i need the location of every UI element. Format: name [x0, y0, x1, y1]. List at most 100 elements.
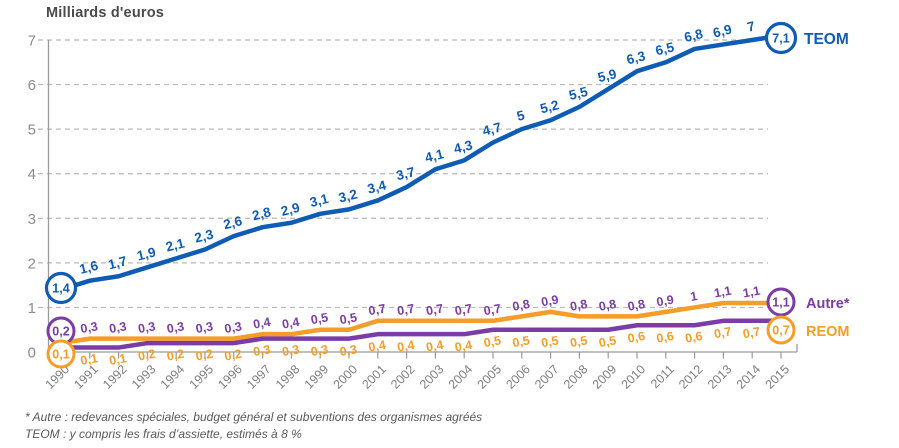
data-label-autre: 0,8	[598, 297, 618, 314]
data-label-autre: 1,1	[742, 284, 762, 301]
data-label-autre: 0,4	[281, 315, 301, 332]
y-tick-label: 1	[28, 300, 36, 317]
data-label-teom: 2,3	[193, 226, 215, 245]
data-label-teom: 2,6	[222, 213, 244, 232]
data-label-reom: 0,1	[79, 351, 99, 368]
data-label-teom: 1,9	[135, 244, 157, 263]
x-tick-label: 1996	[215, 362, 245, 392]
data-label-reom: 0,4	[454, 338, 474, 355]
endpoint-value-autre: 0,2	[52, 325, 69, 339]
x-tick-label: 2010	[619, 362, 649, 392]
endpoint-circle-teom	[44, 271, 78, 305]
endpoint-value-teom: 7,1	[772, 32, 789, 46]
data-label-teom: 6,5	[654, 39, 676, 58]
data-label-teom: 3,2	[337, 186, 359, 205]
data-label-teom: 5,9	[596, 66, 618, 85]
data-label-reom: 0,5	[483, 333, 503, 350]
endpoint-value-reom: 0,1	[52, 348, 69, 362]
data-label-teom: 5	[515, 107, 526, 123]
data-label-reom: 0,3	[252, 342, 272, 359]
y-tick-label: 6	[28, 77, 36, 94]
data-label-reom: 0,2	[223, 347, 243, 364]
data-label-teom: 3,7	[395, 164, 417, 183]
data-label-autre: 0,7	[396, 301, 416, 318]
x-tick-label: 2001	[359, 362, 389, 392]
data-label-autre: 0,3	[195, 319, 215, 336]
data-label-autre: 0,3	[137, 319, 157, 336]
data-label-reom: 0,5	[540, 333, 560, 350]
data-label-autre: 0,8	[569, 297, 589, 314]
x-tick-label: 1993	[129, 362, 159, 392]
data-label-autre: 0,7	[454, 301, 474, 318]
y-tick-label: 3	[28, 211, 36, 228]
data-label-teom: 6,9	[711, 22, 733, 41]
x-tick-label: 2002	[388, 362, 418, 392]
data-label-reom: 0,3	[281, 342, 301, 359]
data-label-reom: 0,2	[137, 347, 157, 364]
endpoint-value-teom: 1,4	[52, 282, 69, 296]
data-label-reom: 0,6	[684, 329, 704, 346]
endpoint-circle-reom	[766, 315, 796, 345]
data-label-autre: 0,5	[339, 310, 359, 327]
x-tick-label: 2000	[331, 362, 361, 392]
data-label-teom: 5,2	[539, 97, 561, 116]
data-label-teom: 5,5	[567, 84, 589, 103]
y-tick-label: 0	[28, 345, 36, 362]
x-tick-label: 2005	[475, 362, 505, 392]
x-tick-label: 2009	[590, 362, 620, 392]
x-tick-label: 1997	[244, 362, 274, 392]
y-tick-label: 7	[28, 33, 36, 50]
data-label-autre: 0,4	[252, 315, 272, 332]
x-tick-label: 2011	[648, 362, 677, 391]
x-tick-label: 2015	[763, 362, 793, 392]
data-label-autre: 0,7	[367, 301, 387, 318]
x-tick-label: 2004	[446, 362, 476, 392]
data-label-reom: 0,5	[511, 333, 531, 350]
data-label-reom: 0,4	[425, 338, 445, 355]
data-label-reom: 0,5	[598, 333, 618, 350]
data-label-reom: 0,7	[742, 324, 762, 341]
data-label-teom: 6,3	[625, 48, 647, 67]
x-tick-label: 1999	[302, 362, 332, 392]
data-label-reom: 0,4	[367, 338, 387, 355]
y-axis-title: Milliards d'euros	[46, 5, 165, 21]
data-label-autre: 0,9	[655, 293, 675, 310]
data-label-teom: 4,3	[452, 137, 474, 156]
series-line-teom	[58, 33, 784, 292]
data-label-teom: 1,7	[107, 253, 129, 272]
data-label-reom: 0,4	[396, 338, 416, 355]
y-tick-label: 4	[28, 166, 36, 183]
endpoint-circle-autre	[766, 287, 796, 317]
data-label-teom: 3,1	[308, 191, 330, 210]
data-label-teom: 4,7	[481, 120, 503, 139]
data-label-autre: 0,8	[627, 297, 647, 314]
x-tick-label: 2013	[705, 362, 735, 392]
data-label-autre: 0,8	[511, 297, 531, 314]
x-tick-label: 1998	[273, 362, 303, 392]
data-label-autre: 0,3	[166, 319, 186, 336]
data-label-teom: 6,8	[683, 26, 705, 45]
x-tick-label: 2012	[676, 362, 706, 392]
x-tick-label: 2007	[532, 362, 562, 392]
footnote-teom: TEOM : y compris les frais d’assiette, e…	[25, 427, 302, 441]
x-tick-label: 2006	[503, 362, 533, 392]
data-label-reom: 0,2	[166, 347, 186, 364]
endpoint-value-autre: 1,1	[772, 296, 789, 310]
data-label-autre: 0,3	[223, 319, 243, 336]
data-label-reom: 0,5	[569, 333, 589, 350]
y-tick-label: 5	[28, 122, 36, 139]
legend-label-teom: TEOM	[804, 31, 849, 48]
y-tick-label: 2	[28, 255, 36, 272]
data-label-autre: 1,1	[713, 284, 733, 301]
data-label-teom: 4,1	[423, 146, 445, 165]
data-label-teom: 7	[746, 18, 757, 34]
data-label-teom: 1,6	[78, 258, 100, 277]
data-label-autre: 0,5	[310, 310, 330, 327]
data-label-autre: 0,9	[540, 293, 560, 310]
data-label-autre: 0,3	[108, 319, 128, 336]
endpoint-circle-teom	[764, 21, 798, 55]
data-label-autre: 0,7	[483, 301, 503, 318]
data-label-reom: 0,2	[195, 347, 215, 364]
series-line-autre	[58, 300, 784, 346]
